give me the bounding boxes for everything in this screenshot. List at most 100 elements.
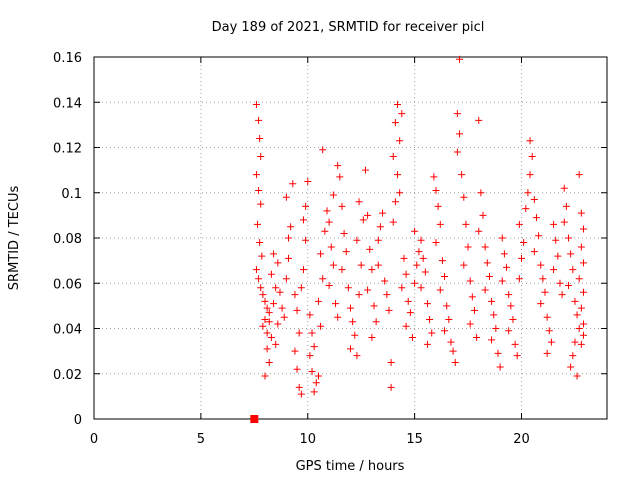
data-point — [285, 254, 293, 262]
y-tick-label: 0.08 — [53, 232, 82, 247]
data-point — [579, 288, 587, 296]
data-point — [263, 304, 271, 312]
data-point — [441, 327, 449, 335]
data-point — [475, 227, 483, 235]
data-point — [466, 320, 474, 328]
data-point — [257, 153, 265, 161]
data-point — [565, 234, 573, 242]
data-point — [376, 223, 384, 231]
data-point — [432, 239, 440, 247]
grid — [94, 57, 607, 419]
data-point — [560, 184, 568, 192]
data-point — [550, 220, 558, 228]
data-point — [308, 329, 316, 337]
data-point — [387, 358, 395, 366]
data-point — [355, 291, 363, 299]
data-point — [567, 250, 575, 258]
data-point — [265, 309, 273, 317]
data-point — [389, 153, 397, 161]
data-point — [391, 198, 399, 206]
data-point — [329, 191, 337, 199]
data-point — [364, 286, 372, 294]
data-point — [543, 313, 551, 321]
y-tick-label: 0.1 — [61, 187, 82, 202]
data-point — [550, 266, 558, 274]
data-point — [503, 263, 511, 271]
x-tick-label: 0 — [90, 432, 98, 447]
data-point — [261, 315, 269, 323]
data-point — [458, 171, 466, 179]
data-point — [558, 291, 566, 299]
data-point — [379, 209, 387, 217]
data-point — [434, 202, 442, 210]
data-point — [291, 347, 299, 355]
data-point — [473, 334, 481, 342]
data-point — [334, 313, 342, 321]
data-point — [573, 311, 581, 319]
data-point — [577, 209, 585, 217]
data-point — [306, 352, 314, 360]
data-point — [259, 322, 267, 330]
data-point — [270, 300, 278, 308]
data-point — [252, 101, 260, 109]
data-point — [372, 318, 380, 326]
data-point — [400, 254, 408, 262]
chart-title: Day 189 of 2021, SRMTID for receiver pic… — [212, 20, 485, 35]
data-point — [394, 101, 402, 109]
data-point — [396, 189, 404, 197]
data-point — [357, 261, 365, 269]
data-point — [317, 250, 325, 258]
data-point — [481, 286, 489, 294]
data-point — [355, 198, 363, 206]
data-point — [261, 297, 269, 305]
data-point — [507, 302, 515, 310]
data-point — [547, 338, 555, 346]
data-point — [417, 236, 425, 244]
data-point — [293, 365, 301, 373]
data-point — [359, 216, 367, 224]
data-point — [255, 116, 263, 124]
data-point — [530, 248, 538, 256]
data-point — [312, 379, 320, 387]
data-point — [302, 202, 310, 210]
data-point — [267, 270, 275, 278]
data-point — [579, 331, 587, 339]
data-point — [325, 282, 333, 290]
data-point — [256, 134, 264, 142]
data-point — [338, 266, 346, 274]
data-point — [256, 239, 264, 247]
data-point — [490, 311, 498, 319]
data-point — [524, 189, 532, 197]
data-point — [295, 329, 303, 337]
data-point — [295, 383, 303, 391]
data-point — [462, 220, 470, 228]
data-point — [411, 227, 419, 235]
data-point — [265, 318, 273, 326]
data-point — [327, 243, 335, 251]
data-point — [498, 277, 506, 285]
data-point — [505, 327, 513, 335]
data-point — [537, 300, 545, 308]
data-point — [453, 110, 461, 118]
data-point — [528, 153, 536, 161]
data-point — [402, 270, 410, 278]
data-point — [325, 218, 333, 226]
data-point — [291, 291, 299, 299]
data-point — [543, 349, 551, 357]
data-point — [297, 284, 305, 292]
data-points — [252, 55, 587, 398]
data-point — [571, 297, 579, 305]
data-point — [428, 329, 436, 337]
data-point — [272, 340, 280, 348]
data-point — [321, 227, 329, 235]
data-point — [252, 266, 260, 274]
data-point — [432, 186, 440, 194]
data-point — [263, 345, 271, 353]
data-point — [344, 284, 352, 292]
data-point — [408, 334, 416, 342]
data-point — [374, 236, 382, 244]
data-point — [336, 173, 344, 181]
data-point — [577, 340, 585, 348]
data-point — [456, 55, 464, 63]
y-tick-label: 0.04 — [53, 323, 82, 338]
